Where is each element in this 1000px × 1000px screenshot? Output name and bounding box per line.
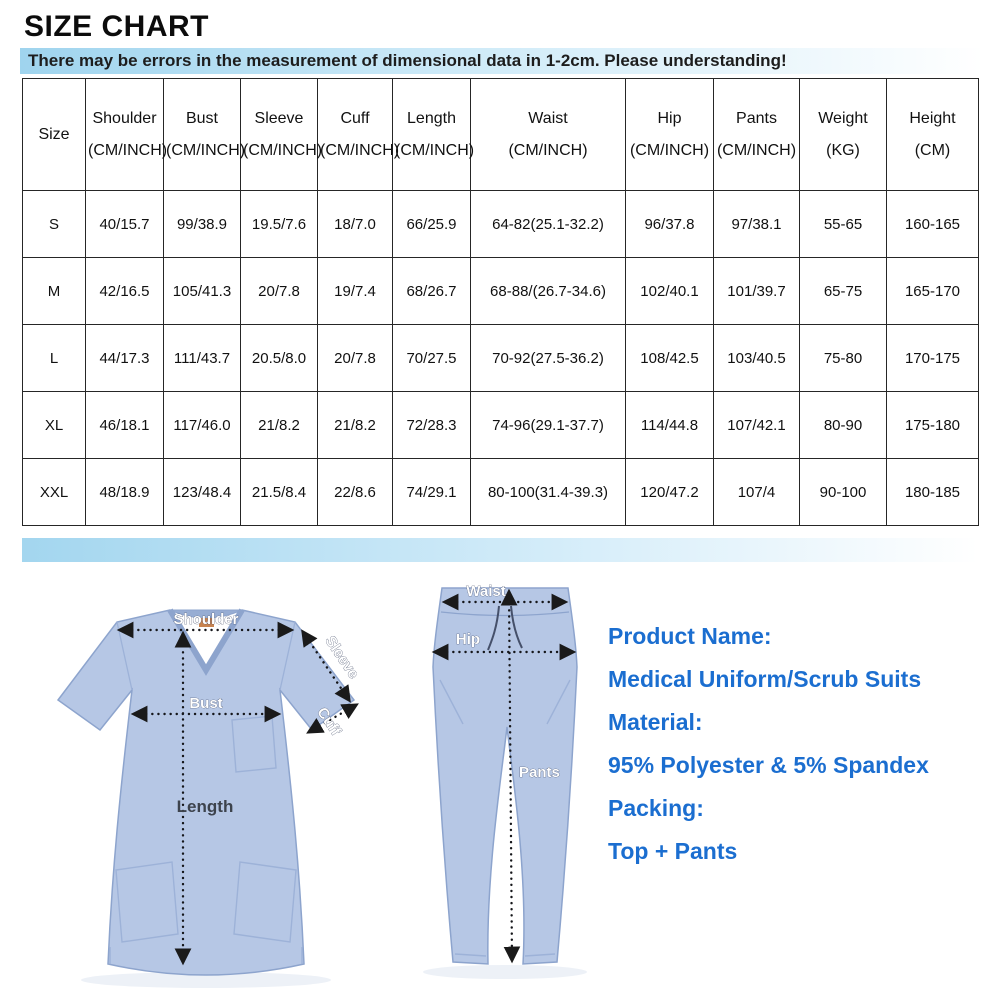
table-cell: 42/16.5 (85, 257, 164, 325)
hip-label: Hip (456, 631, 480, 648)
table-row: XXL 48/18.9 123/48.4 21.5/8.4 22/8.6 74/29.1 8… (22, 458, 979, 526)
table-cell: 40/15.7 (85, 190, 164, 258)
product-info-line: Medical Uniform/Scrub Suits (608, 666, 922, 692)
table-cell: 90-100 (799, 458, 887, 526)
measurement-lines (116, 588, 577, 966)
table-row: S 40/15.7 99/38.9 19.5/7.6 18/7.0 66/25.9 64-8… (22, 190, 979, 258)
waist-label: Waist (466, 583, 505, 600)
divider-bar (22, 538, 978, 562)
column-header: Cuff (CM/INCH) (317, 78, 399, 191)
table-cell: L (22, 324, 86, 392)
column-header: Pants (CM/INCH) (713, 78, 800, 191)
table-cell: 64-82(25.1-32.2) (470, 190, 626, 258)
size-chart-table: Size Shoulder (CM/INCH) Bust (CM/INCH) Sleeve… (22, 78, 979, 526)
table-cell: 70-92(27.5-36.2) (470, 324, 626, 392)
column-header: Sleeve (CM/INCH) (240, 78, 322, 191)
table-cell: 68/26.7 (392, 257, 471, 325)
table-cell: 97/38.1 (713, 190, 800, 258)
table-cell: 123/48.4 (163, 458, 241, 526)
right-pocket (233, 861, 297, 943)
table-cell: 18/7.0 (317, 190, 393, 258)
table-cell: XXL (22, 458, 86, 526)
product-info-line: Material: (608, 709, 703, 735)
pants-label: Pants (519, 764, 560, 781)
table-cell: 80-90 (799, 391, 887, 459)
table-cell: 103/40.5 (713, 324, 800, 392)
product-info-line: Packing: (608, 795, 704, 821)
table-cell: 75-80 (799, 324, 887, 392)
column-header: Height (CM) (886, 78, 979, 191)
table-cell: 180-185 (886, 458, 979, 526)
table-cell: 114/44.8 (625, 391, 714, 459)
disclaimer-banner: There may be errors in the measurement o… (20, 48, 984, 74)
table-cell: 70/27.5 (392, 324, 471, 392)
pants-shadow (423, 965, 587, 979)
table-cell: 21/8.2 (240, 391, 318, 459)
table-row: M 42/16.5 105/41.3 20/7.8 19/7.4 68/26.7 68-88… (22, 257, 979, 325)
table-cell: 74/29.1 (392, 458, 471, 526)
table-cell: 102/40.1 (625, 257, 714, 325)
table-cell: 20.5/8.0 (240, 324, 318, 392)
size-table-head: Size Shoulder (CM/INCH) Bust (CM/INCH) Sleeve… (22, 78, 979, 191)
table-row: L 44/17.3 111/43.7 20.5/8.0 20/7.8 70/27.5 70-… (22, 324, 979, 392)
table-cell: S (22, 190, 86, 258)
table-cell: 111/43.7 (163, 324, 241, 392)
product-info-line: Top + Pants (608, 838, 738, 864)
table-cell: 105/41.3 (163, 257, 241, 325)
table-cell: 66/25.9 (392, 190, 471, 258)
table-cell: 107/42.1 (713, 391, 800, 459)
table-cell: 160-165 (886, 190, 979, 258)
table-cell: 101/39.7 (713, 257, 800, 325)
table-cell: 20/7.8 (240, 257, 318, 325)
table-cell: 55-65 (799, 190, 887, 258)
column-header: Length (CM/INCH) (392, 78, 474, 191)
table-cell: XL (22, 391, 86, 459)
bust-label: Bust (189, 695, 222, 712)
table-cell: 22/8.6 (317, 458, 393, 526)
product-info-line: 95% Polyester & 5% Spandex (608, 752, 929, 778)
size-table-body: S 40/15.7 99/38.9 19.5/7.6 18/7.0 66/25.9 64-8… (22, 190, 979, 526)
pants-line (500, 588, 521, 964)
table-cell: 108/42.5 (625, 324, 714, 392)
table-cell: 72/28.3 (392, 391, 471, 459)
table-cell: 48/18.9 (85, 458, 164, 526)
garment-figure: Shoulder Bust Sleeve Cuff Length Waist H… (20, 572, 600, 997)
shoulder-label: Shoulder (173, 611, 238, 628)
length-label: Length (177, 797, 234, 816)
table-cell: 65-75 (799, 257, 887, 325)
scrub-top-illustration (56, 608, 356, 976)
table-cell: 46/18.1 (85, 391, 164, 459)
column-header: Bust (CM/INCH) (163, 78, 245, 191)
table-cell: 165-170 (886, 257, 979, 325)
column-header: Weight (KG) (799, 78, 887, 191)
table-cell: 20/7.8 (317, 324, 393, 392)
top-shadow (81, 972, 331, 988)
column-header: Hip (CM/INCH) (625, 78, 714, 191)
table-cell: 21/8.2 (317, 391, 393, 459)
size-table-head-row: Size Shoulder (CM/INCH) Bust (CM/INCH) Sleeve… (22, 78, 979, 191)
table-cell: 19/7.4 (317, 257, 393, 325)
table-cell: 99/38.9 (163, 190, 241, 258)
column-header: Waist (CM/INCH) (470, 78, 626, 191)
table-cell: 117/46.0 (163, 391, 241, 459)
product-info: Product Name: Medical Uniform/Scrub Suit… (608, 622, 968, 880)
table-cell: 68-88/(26.7-34.6) (470, 257, 626, 325)
table-cell: 74-96(29.1-37.7) (470, 391, 626, 459)
table-cell: 44/17.3 (85, 324, 164, 392)
product-info-line: Product Name: (608, 623, 772, 649)
table-cell: 21.5/8.4 (240, 458, 318, 526)
column-header: Shoulder (CM/INCH) (85, 78, 167, 191)
table-cell: 19.5/7.6 (240, 190, 318, 258)
table-cell: 96/37.8 (625, 190, 714, 258)
table-cell: 120/47.2 (625, 458, 714, 526)
table-cell: 170-175 (886, 324, 979, 392)
column-header: Size (22, 78, 86, 191)
table-cell: 80-100(31.4-39.3) (470, 458, 626, 526)
page-title: SIZE CHART (24, 10, 209, 43)
table-cell: 107/4 (713, 458, 800, 526)
garment-diagram: Shoulder Bust Sleeve Cuff Length Waist H… (56, 583, 587, 988)
table-cell: 175-180 (886, 391, 979, 459)
table-row: XL 46/18.1 117/46.0 21/8.2 21/8.2 72/28.3 74-9… (22, 391, 979, 459)
table-cell: M (22, 257, 86, 325)
